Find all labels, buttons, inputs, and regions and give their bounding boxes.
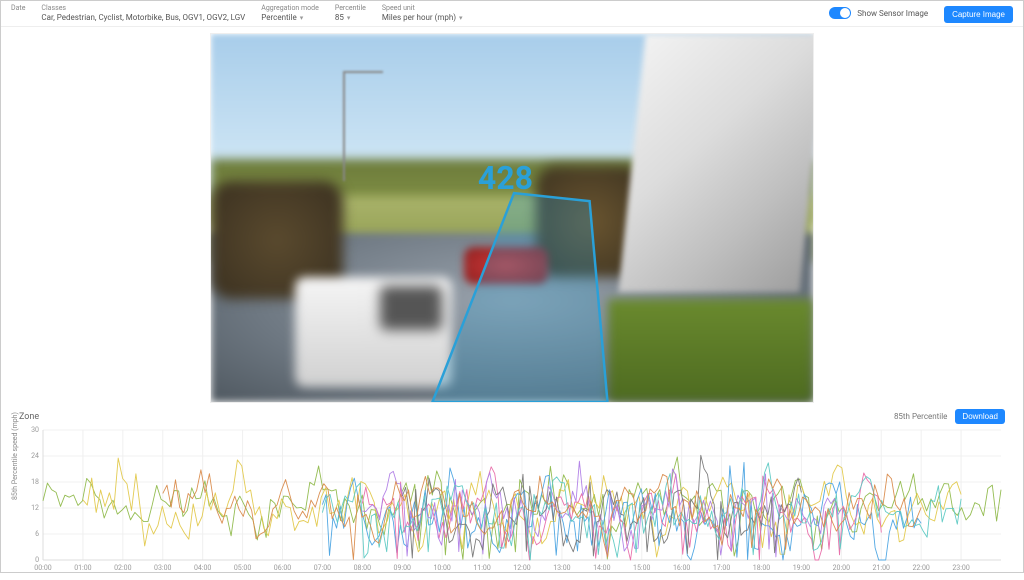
svg-text:12:00: 12:00 — [513, 564, 530, 572]
chevron-down-icon: ▾ — [300, 14, 304, 22]
street-lamp — [343, 71, 345, 181]
classes-value: Car, Pedestrian, Cyclist, Motorbike, Bus… — [41, 13, 245, 22]
percentile-value: 85 ▾ — [335, 13, 366, 22]
chart-title: Zone — [19, 412, 39, 422]
percentile-label: Percentile — [335, 5, 366, 12]
svg-text:22:00: 22:00 — [912, 564, 929, 572]
sensor-image-area: 428 — [1, 27, 1023, 405]
chart-y-axis-label: 85th Percentile speed (mph) — [11, 412, 19, 500]
capture-image-button[interactable]: Capture Image — [944, 6, 1013, 23]
red-car — [464, 247, 548, 284]
chevron-down-icon: ▾ — [347, 14, 351, 22]
svg-text:30: 30 — [31, 426, 39, 434]
chart-header: Zone 85th Percentile Download — [19, 409, 1005, 424]
svg-text:11:00: 11:00 — [473, 564, 490, 572]
svg-text:19:00: 19:00 — [793, 564, 810, 572]
svg-text:17:00: 17:00 — [713, 564, 730, 572]
svg-text:18:00: 18:00 — [753, 564, 770, 572]
svg-text:04:00: 04:00 — [194, 564, 211, 572]
svg-text:02:00: 02:00 — [114, 564, 131, 572]
show-sensor-toggle[interactable]: Show Sensor Image — [829, 7, 928, 19]
speedunit-value: Miles per hour (mph) ▾ — [382, 13, 463, 22]
svg-text:21:00: 21:00 — [873, 564, 890, 572]
chart-section: Zone 85th Percentile Download 85th Perce… — [1, 405, 1023, 580]
aggregation-value-text: Percentile — [261, 13, 296, 22]
percentile-value-text: 85 — [335, 13, 344, 22]
aggregation-field[interactable]: Aggregation mode Percentile ▾ — [261, 5, 319, 22]
svg-text:23:00: 23:00 — [952, 564, 969, 572]
speedunit-label: Speed unit — [382, 5, 463, 12]
zone-id-label: 428 — [478, 159, 533, 197]
toolbar: Date Classes Car, Pedestrian, Cyclist, M… — [1, 1, 1023, 27]
date-label: Date — [11, 5, 25, 12]
chevron-down-icon: ▾ — [459, 14, 463, 22]
date-field[interactable]: Date — [11, 5, 25, 22]
svg-text:09:00: 09:00 — [394, 564, 411, 572]
svg-text:13:00: 13:00 — [553, 564, 570, 572]
svg-text:12: 12 — [31, 504, 39, 512]
aggregation-label: Aggregation mode — [261, 5, 319, 12]
percentile-field[interactable]: Percentile 85 ▾ — [335, 5, 366, 22]
camera-housing — [619, 34, 814, 292]
svg-text:07:00: 07:00 — [314, 564, 331, 572]
sensor-image[interactable]: 428 — [210, 33, 814, 403]
svg-text:0: 0 — [35, 556, 39, 564]
svg-text:15:00: 15:00 — [633, 564, 650, 572]
svg-text:24: 24 — [31, 452, 39, 460]
speedunit-field[interactable]: Speed unit Miles per hour (mph) ▾ — [382, 5, 463, 22]
date-value — [11, 13, 25, 22]
grass-right — [608, 299, 813, 402]
toggle-label: Show Sensor Image — [857, 9, 928, 18]
white-van — [295, 277, 452, 387]
svg-text:20:00: 20:00 — [833, 564, 850, 572]
svg-text:16:00: 16:00 — [673, 564, 690, 572]
download-button[interactable]: Download — [955, 409, 1005, 424]
classes-field[interactable]: Classes Car, Pedestrian, Cyclist, Motorb… — [41, 5, 245, 22]
chart-meta: 85th Percentile — [894, 412, 947, 421]
speedunit-value-text: Miles per hour (mph) — [382, 13, 456, 22]
aggregation-value: Percentile ▾ — [261, 13, 319, 22]
svg-text:08:00: 08:00 — [354, 564, 371, 572]
chart-canvas: 0 6 12 18 24 30 00:00 01:00 02:00 03:00 04:00 05:00… — [19, 426, 1005, 574]
svg-text:14:00: 14:00 — [593, 564, 610, 572]
svg-text:05:00: 05:00 — [234, 564, 251, 572]
svg-text:03:00: 03:00 — [154, 564, 171, 572]
svg-text:06:00: 06:00 — [274, 564, 291, 572]
svg-text:01:00: 01:00 — [74, 564, 91, 572]
classes-label: Classes — [41, 5, 245, 12]
svg-text:18: 18 — [31, 478, 39, 486]
svg-text:10:00: 10:00 — [433, 564, 450, 572]
speed-chart[interactable]: 85th Percentile speed (mph) 061218243000… — [19, 426, 1005, 574]
toggle-switch-icon[interactable] — [829, 7, 851, 19]
svg-text:00:00: 00:00 — [34, 564, 51, 572]
svg-text:6: 6 — [35, 530, 39, 538]
